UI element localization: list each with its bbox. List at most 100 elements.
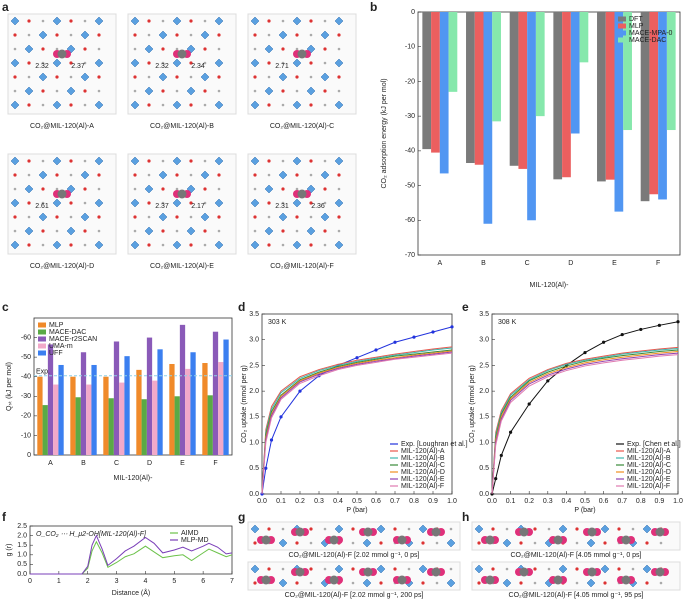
c-atom <box>13 229 17 233</box>
al-octahedron <box>172 240 182 250</box>
al-octahedron <box>158 72 168 82</box>
al-octahedron <box>214 58 224 68</box>
al-octahedron <box>600 524 610 534</box>
y-tick-label: -70 <box>405 252 415 259</box>
line <box>261 352 453 495</box>
legend-label: Exp. [Loughran et al.] <box>401 441 468 448</box>
bar <box>157 349 163 455</box>
x-tick-label: F <box>213 460 217 467</box>
o-atom <box>575 527 579 531</box>
c-atom <box>323 159 327 163</box>
legend-label: MLP-MD <box>181 537 209 544</box>
x-tick-label: 0.0 <box>487 498 497 505</box>
al-octahedron <box>214 100 224 110</box>
point <box>639 327 643 332</box>
c-atom <box>337 47 341 51</box>
o-atom <box>295 75 299 79</box>
legend-label: MACE-MPA-0 <box>629 30 673 37</box>
c-atom <box>41 159 45 163</box>
structure-caption: CO₂@MIL-120(Al)-F <box>270 263 334 270</box>
o-atom <box>253 541 257 545</box>
o-atom <box>309 527 313 531</box>
o-atom <box>217 173 221 177</box>
bar <box>212 331 219 455</box>
c-atom <box>203 243 207 247</box>
c-atom <box>175 229 179 233</box>
co2-c <box>621 575 631 585</box>
c-atom <box>295 47 299 51</box>
o-atom <box>203 89 207 93</box>
o-atom <box>203 47 207 51</box>
x-tick-label: 6 <box>201 578 205 585</box>
co2-c <box>485 535 495 545</box>
y-tick-label: 0 <box>27 452 31 459</box>
o-atom <box>323 229 327 233</box>
line <box>491 349 679 495</box>
c-atom <box>189 75 193 79</box>
x-tick-label: E <box>612 260 617 267</box>
plot-frame <box>417 11 681 256</box>
al-octahedron <box>446 538 456 548</box>
al-octahedron <box>558 524 568 534</box>
bar <box>431 12 440 153</box>
al-octahedron <box>158 212 168 222</box>
al-octahedron <box>292 58 302 68</box>
al-octahedron <box>264 86 274 96</box>
al-octahedron <box>362 578 372 588</box>
o-atom <box>337 173 341 177</box>
o-atom <box>267 567 271 571</box>
al-octahedron <box>214 240 224 250</box>
bar <box>169 363 175 455</box>
o-atom <box>175 75 179 79</box>
c-atom <box>435 541 439 545</box>
c-atom <box>217 187 221 191</box>
bar <box>124 356 130 455</box>
o-atom <box>477 541 481 545</box>
x-tick-label: 0.6 <box>599 498 609 505</box>
al-octahedron <box>94 198 104 208</box>
point <box>393 340 397 344</box>
al-octahedron <box>418 524 428 534</box>
c-atom <box>253 47 257 51</box>
c-atom <box>337 187 341 191</box>
c-atom <box>13 89 17 93</box>
c-atom <box>161 61 165 65</box>
c-atom <box>631 567 635 571</box>
al-octahedron <box>250 564 260 574</box>
o-atom <box>309 567 313 571</box>
co2-c <box>297 49 307 59</box>
y-tick-label: -20 <box>405 78 415 85</box>
x-tick-label: B <box>481 260 486 267</box>
al-octahedron <box>586 538 596 548</box>
structure-caption: CO₂@MIL-120(Al)-B <box>150 123 214 130</box>
al-octahedron <box>52 198 62 208</box>
al-octahedron <box>130 240 140 250</box>
o-atom <box>41 187 45 191</box>
o-atom <box>253 581 257 585</box>
o-atom <box>175 215 179 219</box>
co2-c <box>397 535 407 545</box>
legend-label: MLP <box>629 23 644 30</box>
al-octahedron <box>94 100 104 110</box>
o-atom <box>267 103 271 107</box>
c-atom <box>203 61 207 65</box>
al-octahedron <box>186 86 196 96</box>
co2-c <box>297 189 307 199</box>
al-octahedron <box>80 170 90 180</box>
y-tick-label: 0 <box>411 9 415 16</box>
legend-swatch <box>618 37 626 43</box>
bar <box>605 12 615 180</box>
c-atom <box>253 229 257 233</box>
o-atom <box>253 215 257 219</box>
c-atom <box>83 243 87 247</box>
panel-label: f <box>2 510 7 524</box>
y-tick-label: 0.5 <box>479 465 489 472</box>
c-atom <box>295 229 299 233</box>
o-atom <box>97 173 101 177</box>
o-atom <box>281 47 285 51</box>
o-atom <box>477 581 481 585</box>
x-tick-label: 0.4 <box>562 498 572 505</box>
al-octahedron <box>334 156 344 166</box>
legend-label: MIL-120(Al)-A <box>627 448 671 455</box>
legend-label: MIL-120(Al)-E <box>401 476 445 483</box>
